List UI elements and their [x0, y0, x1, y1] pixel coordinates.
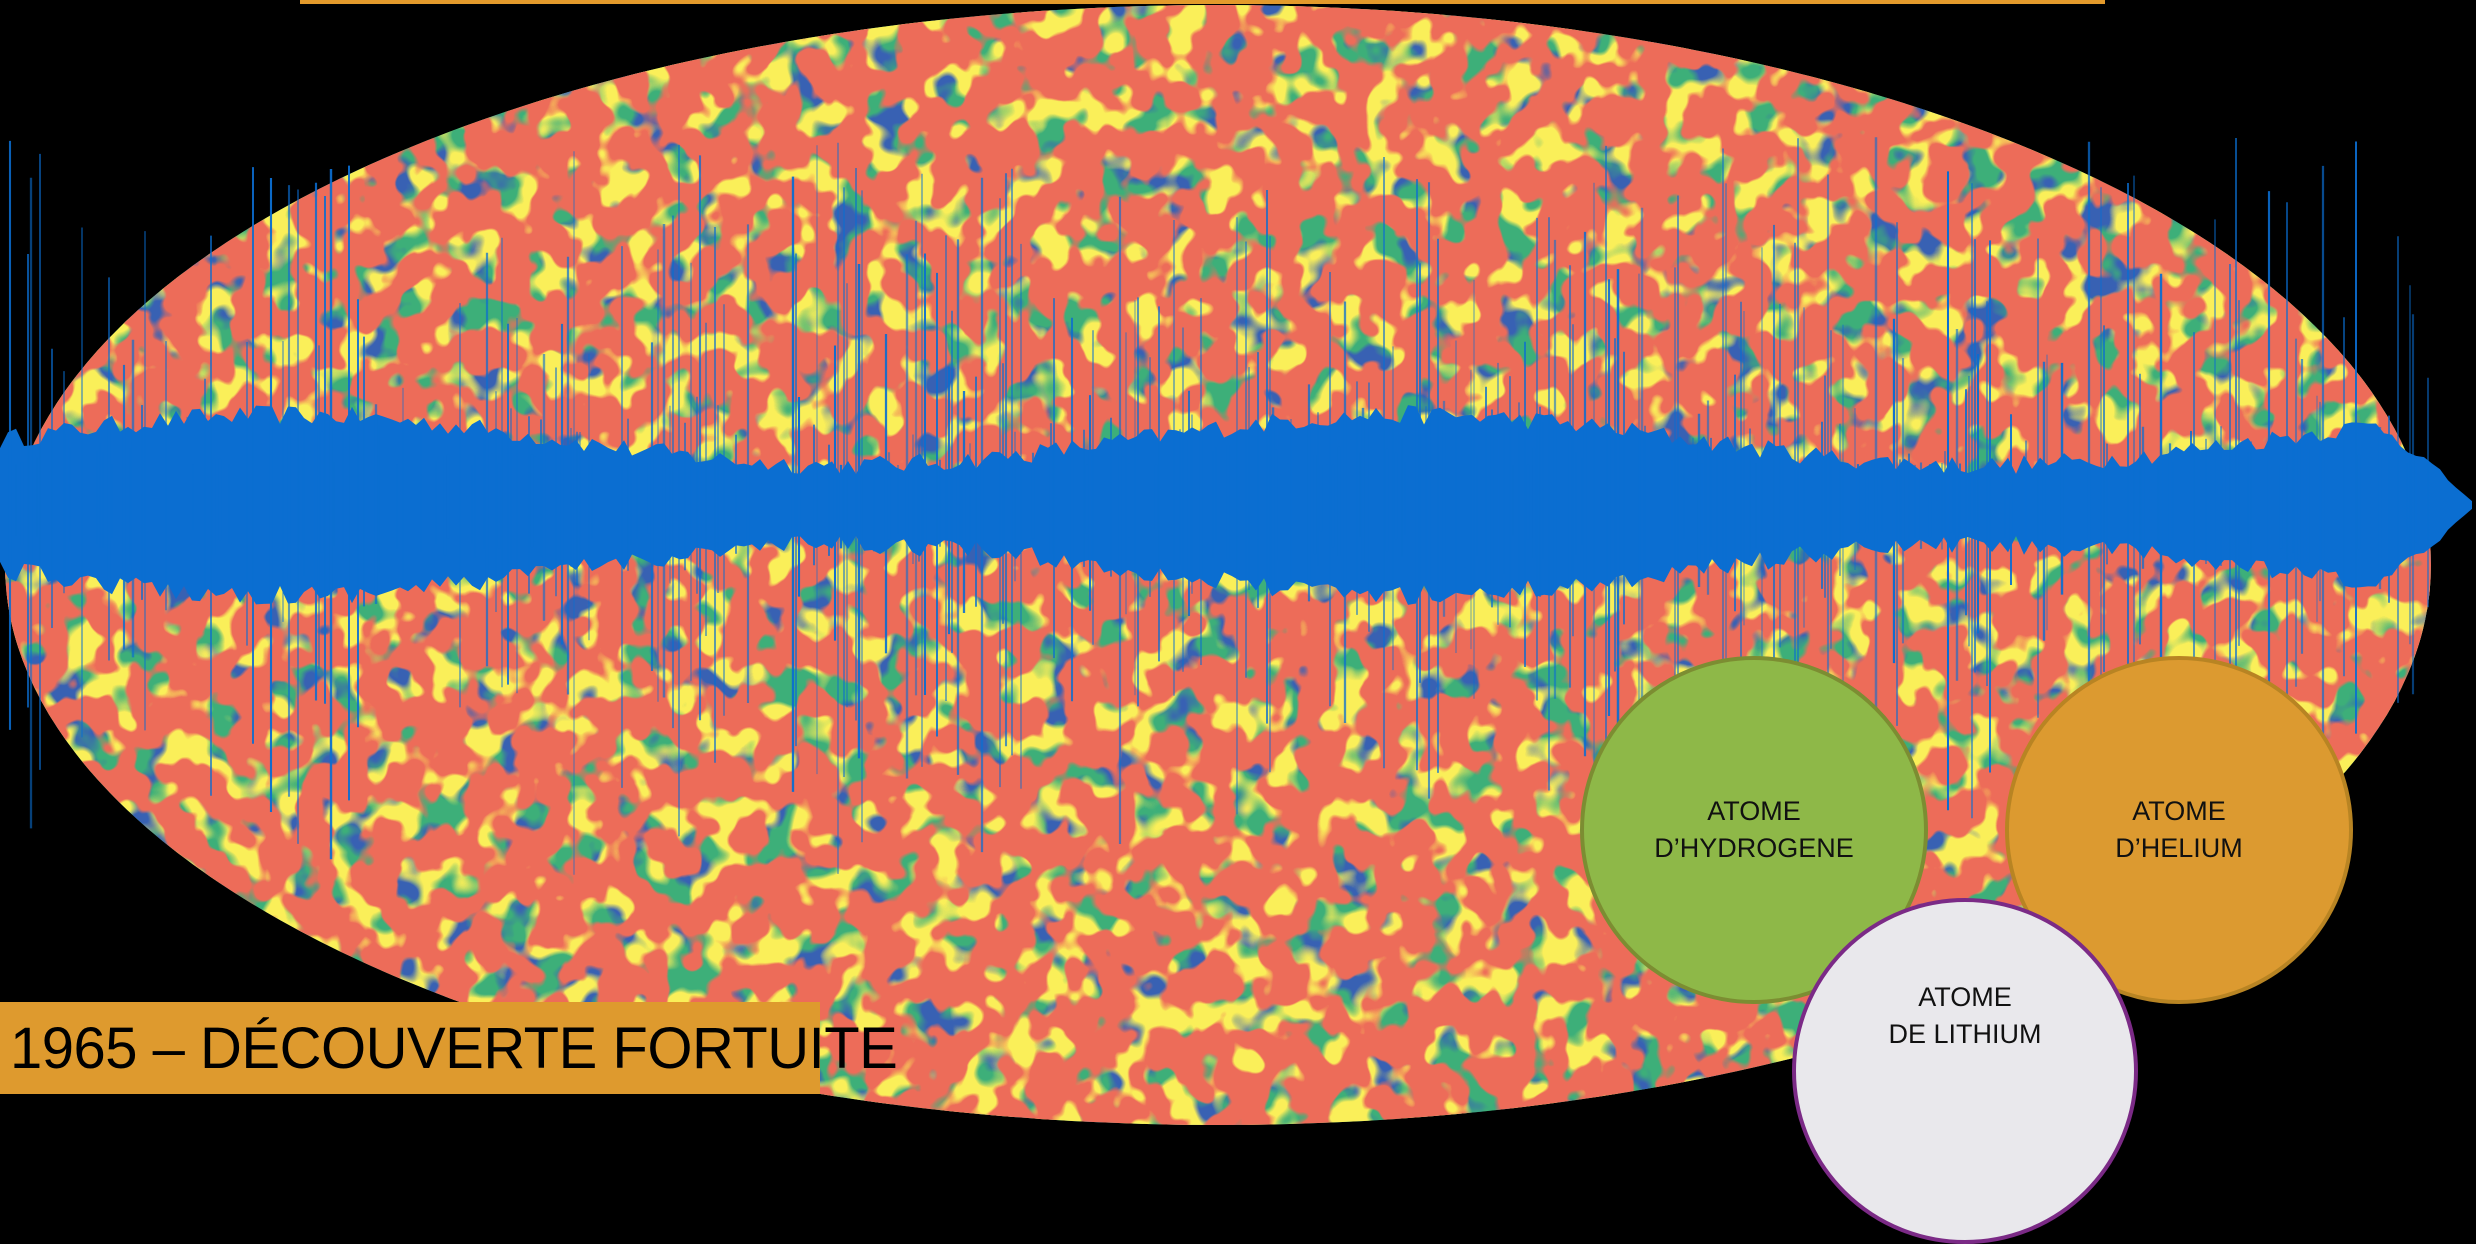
helium-label-line2: D’HELIUM: [2115, 833, 2243, 863]
helium-label-line1: ATOME: [2132, 796, 2226, 826]
hydrogen-label-line1: ATOME: [1707, 796, 1801, 826]
hydrogen-atom-label: ATOME D’HYDROGENE: [1654, 793, 1854, 867]
waveform-band: [0, 405, 2472, 605]
slide-title: 1965 – DÉCOUVERTE FORTUITE: [10, 1015, 898, 1081]
lithium-label-line2: DE LITHIUM: [1888, 1019, 2042, 1049]
slide-title-banner: 1965 – DÉCOUVERTE FORTUITE: [0, 1002, 898, 1094]
lithium-atom-label: ATOME DE LITHIUM: [1888, 979, 2041, 1053]
top-accent-bar: [300, 0, 2105, 4]
lithium-atom-circle: ATOME DE LITHIUM: [1792, 898, 2138, 1244]
hydrogen-label-line2: D’HYDROGENE: [1654, 833, 1854, 863]
helium-atom-label: ATOME D’HELIUM: [2115, 793, 2243, 867]
helium-atom-circle: ATOME D’HELIUM: [2005, 656, 2353, 1004]
cosmic-background-map-image: [0, 5, 2472, 1125]
lithium-label-line1: ATOME: [1918, 982, 2012, 1012]
audio-waveform-overlay: [0, 137, 2472, 893]
